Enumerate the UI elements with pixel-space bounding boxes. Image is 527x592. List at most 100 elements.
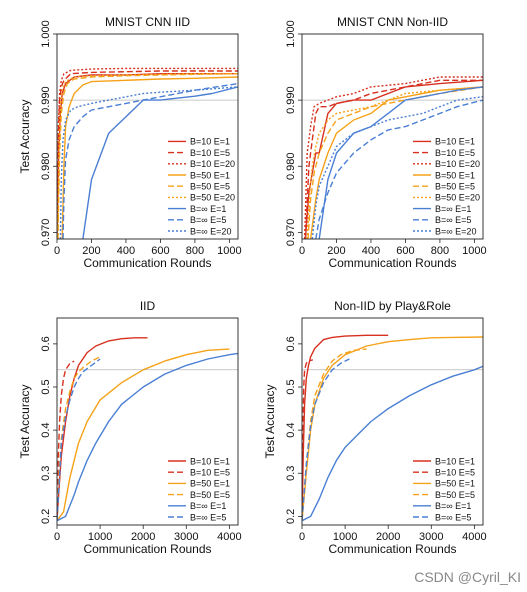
y-axis-label: Test Accuracy xyxy=(18,384,32,458)
x-tick-label: 200 xyxy=(327,245,345,257)
legend-label-5: B=50 E=5 xyxy=(190,182,230,192)
legend-label-4: B=50 E=1 xyxy=(190,170,230,180)
legend-label-1: B=10 E=1 xyxy=(190,137,230,147)
plot-frame xyxy=(301,33,484,240)
legend-label-6: B=50 E=20 xyxy=(435,193,480,203)
x-axis-label: Communication Rounds xyxy=(328,256,456,270)
series-line-8 xyxy=(62,82,238,239)
x-axis-label: Communication Rounds xyxy=(83,542,211,556)
series-line-7 xyxy=(82,86,238,239)
series-line-5 xyxy=(57,352,238,522)
x-tick-label: 0 xyxy=(299,245,305,257)
legend-label-8: B=∞ E=5 xyxy=(190,215,226,225)
x-tick-label: 1000 xyxy=(217,245,241,257)
chart-title: IID xyxy=(140,299,156,313)
series-line-7 xyxy=(318,86,483,239)
x-tick-label: 3000 xyxy=(174,531,198,543)
chart-title: MNIST CNN IID xyxy=(105,15,190,29)
legend-label-7: B=∞ E=1 xyxy=(435,204,471,214)
legend-label-2: B=10 E=5 xyxy=(190,148,230,158)
x-tick-label: 4000 xyxy=(462,531,486,543)
legend-label-1: B=10 E=1 xyxy=(435,137,475,147)
legend-label-1: B=10 E=1 xyxy=(435,456,475,466)
x-tick-label: 800 xyxy=(431,245,449,257)
x-tick-label: 0 xyxy=(299,531,305,543)
chart-panel-4: 0 1000 2000 3000 4000 0.2 0.3 0.4 0.5 0.6 Non-IID … xyxy=(263,299,487,556)
legend-label-1: B=10 E=1 xyxy=(190,456,230,466)
y-tick-label: 0.4 xyxy=(285,422,297,437)
y-axis-label: Test Accuracy xyxy=(263,384,277,458)
x-tick-label: 1000 xyxy=(333,531,357,543)
series-line-6 xyxy=(306,86,483,239)
x-tick-label: 200 xyxy=(82,245,100,257)
y-tick-label: 0.2 xyxy=(40,509,52,524)
series-line-4 xyxy=(61,76,238,239)
legend-label-8: B=∞ E=5 xyxy=(435,215,471,225)
series-line-6 xyxy=(302,358,350,521)
series-line-3 xyxy=(57,348,230,522)
series-line-6 xyxy=(57,72,238,239)
x-tick-label: 600 xyxy=(151,245,169,257)
x-tick-label: 1000 xyxy=(462,245,486,257)
legend-label-5: B=∞ E=1 xyxy=(435,501,471,511)
chart-panel-1: 0 200 400 600 800 1000 0.970 0.980 0.990 1.000 MNI… xyxy=(18,15,242,270)
series-line-2 xyxy=(304,79,483,239)
y-tick-label: 0.5 xyxy=(40,379,52,394)
watermark-text: CSDN @Cyril_KI xyxy=(414,569,521,585)
series-line-8 xyxy=(315,99,483,239)
x-tick-label: 0 xyxy=(54,531,60,543)
legend-label-2: B=10 E=5 xyxy=(435,468,475,478)
chart-title: MNIST CNN Non-IID xyxy=(337,15,448,29)
series-line-4 xyxy=(302,348,367,521)
x-tick-label: 0 xyxy=(54,245,60,257)
y-tick-label: 0.5 xyxy=(285,379,297,394)
x-tick-label: 400 xyxy=(117,245,135,257)
y-tick-label: 0.3 xyxy=(40,466,52,481)
series-line-1 xyxy=(57,337,148,521)
y-tick-label: 0.970 xyxy=(285,219,297,247)
legend-label-2: B=10 E=5 xyxy=(190,468,230,478)
y-tick-label: 0.4 xyxy=(40,422,52,437)
y-tick-label: 1.000 xyxy=(40,20,52,48)
series-line-4 xyxy=(309,86,483,239)
legend-label-5: B=∞ E=1 xyxy=(190,501,226,511)
y-axis-label: Test Accuracy xyxy=(18,99,32,173)
y-tick-label: 0.6 xyxy=(285,336,297,351)
series-line-2 xyxy=(302,359,314,521)
chart-title: Non-IID by Play&Role xyxy=(334,299,451,313)
y-tick-label: 0.990 xyxy=(285,86,297,114)
series-line-2 xyxy=(57,360,75,521)
y-tick-label: 0.6 xyxy=(40,336,52,351)
legend-label-7: B=∞ E=1 xyxy=(190,204,226,214)
legend-label-4: B=50 E=5 xyxy=(190,490,230,500)
legend-label-3: B=10 E=20 xyxy=(435,159,480,169)
y-tick-label: 0.3 xyxy=(285,466,297,481)
legend-label-3: B=50 E=1 xyxy=(190,479,230,489)
y-tick-label: 0.990 xyxy=(40,86,52,114)
x-tick-label: 800 xyxy=(186,245,204,257)
series-line-9 xyxy=(311,96,483,239)
legend-label-9: B=∞ E=20 xyxy=(435,226,476,236)
series-line-6 xyxy=(57,358,101,521)
y-tick-label: 0.980 xyxy=(40,152,52,180)
chart-panel-3: 0 1000 2000 3000 4000 0.2 0.3 0.4 0.5 0.6 IID Commu… xyxy=(18,299,242,556)
series-line-1 xyxy=(302,334,389,521)
x-tick-label: 600 xyxy=(396,245,414,257)
legend-label-3: B=50 E=1 xyxy=(435,479,475,489)
legend-label-4: B=50 E=5 xyxy=(435,490,475,500)
x-tick-label: 1000 xyxy=(88,531,112,543)
legend-label-9: B=∞ E=20 xyxy=(190,226,231,236)
x-axis-label: Communication Rounds xyxy=(83,256,211,270)
y-tick-label: 1.000 xyxy=(285,20,297,48)
series-line-5 xyxy=(302,365,483,522)
x-tick-label: 400 xyxy=(362,245,380,257)
legend-label-3: B=10 E=20 xyxy=(190,159,235,169)
legend-label-4: B=50 E=1 xyxy=(435,170,475,180)
x-tick-label: 2000 xyxy=(376,531,400,543)
series-line-9 xyxy=(59,86,238,239)
legend-label-2: B=10 E=5 xyxy=(435,148,475,158)
plot-frame xyxy=(56,33,239,240)
legend-label-6: B=50 E=20 xyxy=(190,193,235,203)
